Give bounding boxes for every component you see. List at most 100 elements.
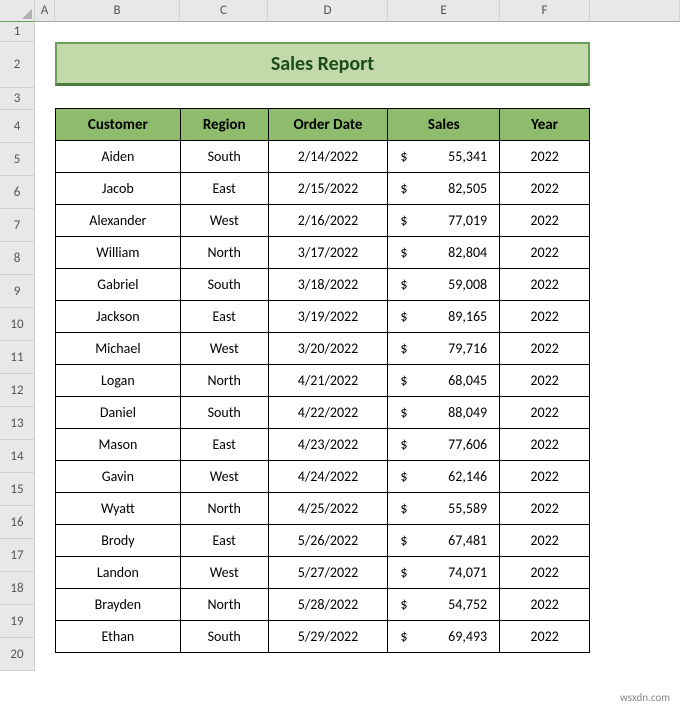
cell-sales[interactable]: $62,146 <box>388 461 500 493</box>
col-header-d[interactable]: D <box>268 0 388 22</box>
header-customer[interactable]: Customer <box>56 109 181 141</box>
row-header-4[interactable]: 4 <box>0 110 35 143</box>
col-header-e[interactable]: E <box>388 0 500 22</box>
cell-region[interactable]: North <box>180 365 268 397</box>
cell-sales[interactable]: $55,589 <box>388 493 500 525</box>
cell-region[interactable]: East <box>180 173 268 205</box>
cell-region[interactable]: East <box>180 301 268 333</box>
cell-region[interactable]: East <box>180 429 268 461</box>
cell-year[interactable]: 2022 <box>500 173 590 205</box>
cell-date[interactable]: 2/14/2022 <box>268 141 388 173</box>
row-header-6[interactable]: 6 <box>0 176 35 209</box>
cell-region[interactable]: North <box>180 237 268 269</box>
cell-date[interactable]: 3/17/2022 <box>268 237 388 269</box>
cell-customer[interactable]: Gavin <box>56 461 181 493</box>
cell-customer[interactable]: Michael <box>56 333 181 365</box>
cell-year[interactable]: 2022 <box>500 237 590 269</box>
cell-region[interactable]: West <box>180 205 268 237</box>
cell-customer[interactable]: Brayden <box>56 589 181 621</box>
cell-year[interactable]: 2022 <box>500 141 590 173</box>
cell-customer[interactable]: Mason <box>56 429 181 461</box>
row-header-12[interactable]: 12 <box>0 374 35 407</box>
row-header-9[interactable]: 9 <box>0 275 35 308</box>
cell-region[interactable]: North <box>180 493 268 525</box>
cell-date[interactable]: 2/15/2022 <box>268 173 388 205</box>
cell-region[interactable]: West <box>180 461 268 493</box>
cell-year[interactable]: 2022 <box>500 365 590 397</box>
cell-year[interactable]: 2022 <box>500 301 590 333</box>
col-header-b[interactable]: B <box>55 0 180 22</box>
select-all-corner[interactable] <box>0 0 35 22</box>
cell-year[interactable]: 2022 <box>500 525 590 557</box>
cell-customer[interactable]: Jacob <box>56 173 181 205</box>
cell-customer[interactable]: Brody <box>56 525 181 557</box>
cell-customer[interactable]: William <box>56 237 181 269</box>
row-header-19[interactable]: 19 <box>0 605 35 638</box>
cell-sales[interactable]: $67,481 <box>388 525 500 557</box>
cell-sales[interactable]: $89,165 <box>388 301 500 333</box>
header-region[interactable]: Region <box>180 109 268 141</box>
cell-sales[interactable]: $68,045 <box>388 365 500 397</box>
cell-date[interactable]: 5/28/2022 <box>268 589 388 621</box>
cell-customer[interactable]: Landon <box>56 557 181 589</box>
row-header-3[interactable]: 3 <box>0 88 35 110</box>
cell-year[interactable]: 2022 <box>500 269 590 301</box>
cell-year[interactable]: 2022 <box>500 621 590 653</box>
cell-sales[interactable]: $54,752 <box>388 589 500 621</box>
cell-customer[interactable]: Ethan <box>56 621 181 653</box>
header-sales[interactable]: Sales <box>388 109 500 141</box>
cell-sales[interactable]: $69,493 <box>388 621 500 653</box>
cell-region[interactable]: South <box>180 269 268 301</box>
cell-date[interactable]: 5/29/2022 <box>268 621 388 653</box>
cell-year[interactable]: 2022 <box>500 397 590 429</box>
row-header-20[interactable]: 20 <box>0 638 35 671</box>
cell-customer[interactable]: Gabriel <box>56 269 181 301</box>
cell-sales[interactable]: $82,505 <box>388 173 500 205</box>
cell-sales[interactable]: $82,804 <box>388 237 500 269</box>
row-header-13[interactable]: 13 <box>0 407 35 440</box>
cell-date[interactable]: 4/23/2022 <box>268 429 388 461</box>
row-header-11[interactable]: 11 <box>0 341 35 374</box>
row-header-18[interactable]: 18 <box>0 572 35 605</box>
cell-sales[interactable]: $77,606 <box>388 429 500 461</box>
cell-customer[interactable]: Logan <box>56 365 181 397</box>
cell-customer[interactable]: Daniel <box>56 397 181 429</box>
cell-sales[interactable]: $77,019 <box>388 205 500 237</box>
cell-year[interactable]: 2022 <box>500 429 590 461</box>
cell-date[interactable]: 4/21/2022 <box>268 365 388 397</box>
cell-customer[interactable]: Aiden <box>56 141 181 173</box>
cell-year[interactable]: 2022 <box>500 557 590 589</box>
cell-sales[interactable]: $74,071 <box>388 557 500 589</box>
col-header-blank[interactable] <box>590 0 680 22</box>
row-header-15[interactable]: 15 <box>0 473 35 506</box>
row-header-16[interactable]: 16 <box>0 506 35 539</box>
header-order-date[interactable]: Order Date <box>268 109 388 141</box>
cell-date[interactable]: 4/24/2022 <box>268 461 388 493</box>
cell-region[interactable]: North <box>180 589 268 621</box>
row-header-2[interactable]: 2 <box>0 42 35 88</box>
cell-customer[interactable]: Jackson <box>56 301 181 333</box>
cell-customer[interactable]: Alexander <box>56 205 181 237</box>
cell-year[interactable]: 2022 <box>500 333 590 365</box>
cell-year[interactable]: 2022 <box>500 589 590 621</box>
col-header-a[interactable]: A <box>35 0 55 22</box>
report-title[interactable]: Sales Report <box>55 42 590 86</box>
cell-year[interactable]: 2022 <box>500 461 590 493</box>
row-header-1[interactable]: 1 <box>0 22 35 42</box>
cell-date[interactable]: 4/22/2022 <box>268 397 388 429</box>
row-header-14[interactable]: 14 <box>0 440 35 473</box>
col-header-c[interactable]: C <box>180 0 268 22</box>
cell-date[interactable]: 3/20/2022 <box>268 333 388 365</box>
row-header-8[interactable]: 8 <box>0 242 35 275</box>
cell-region[interactable]: South <box>180 621 268 653</box>
cell-customer[interactable]: Wyatt <box>56 493 181 525</box>
cell-year[interactable]: 2022 <box>500 205 590 237</box>
col-header-f[interactable]: F <box>500 0 590 22</box>
cell-sales[interactable]: $79,716 <box>388 333 500 365</box>
cell-region[interactable]: West <box>180 333 268 365</box>
header-year[interactable]: Year <box>500 109 590 141</box>
cell-date[interactable]: 2/16/2022 <box>268 205 388 237</box>
cell-region[interactable]: East <box>180 525 268 557</box>
cell-date[interactable]: 5/27/2022 <box>268 557 388 589</box>
cell-year[interactable]: 2022 <box>500 493 590 525</box>
